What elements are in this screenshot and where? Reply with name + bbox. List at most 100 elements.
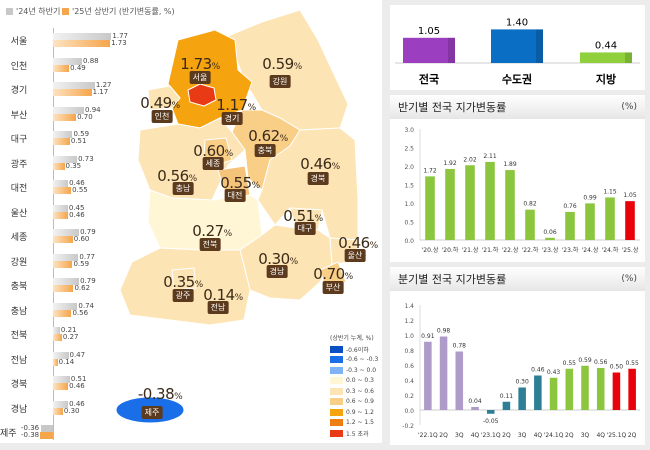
bar-value: 1.40 [506, 17, 528, 28]
map-legend-swatch [330, 398, 343, 406]
region-bar-value: 0.45 [68, 203, 85, 212]
bar-9 [565, 368, 574, 410]
map-legend-item: 0.6 ~ 0.9 [330, 397, 378, 408]
map-value: 0.60% [193, 142, 233, 160]
map-value: -0.38% [138, 385, 183, 403]
region-bar-h2_24 [53, 376, 70, 383]
map-value-number: 0.35 [163, 273, 195, 291]
x-tick-label: '25.상 [622, 246, 639, 254]
region-bar-value: 1.27 [95, 81, 112, 89]
x-tick-label: '21.상 [462, 246, 479, 254]
region-bar-value: 0.74 [78, 301, 94, 310]
bar-9 [605, 197, 615, 240]
map-legend-label: 1.5 초과 [346, 430, 369, 438]
bar-3 [471, 407, 479, 410]
bar-value-label: 0.46 [531, 367, 545, 374]
map-region-tag: 광주 [172, 289, 194, 302]
bar-12 [612, 372, 621, 410]
chart-unit: (%) [621, 102, 637, 112]
region-bar-h2_24 [53, 302, 78, 310]
map-value-unit: % [223, 229, 233, 239]
map-region-tag: 강원 [269, 75, 291, 88]
region-bar-h2_24 [53, 351, 69, 359]
bar-shade-2 [625, 52, 632, 63]
half-year-chart-panel: 반기별 전국 지가변동률 (%) 0.0 0.5 1.0 1.5 2.0 2.5 3.0 1.7… [390, 95, 645, 262]
region-bar-value: 0.46 [69, 210, 85, 219]
quarter-chart-panel: 분기별 전국 지가변동률 (%) -0.2 0.0 0.2 0.4 0.6 0.8 1.0 1.… [390, 267, 645, 445]
region-label: 강원 [10, 257, 28, 268]
region-bar-h2_24 [41, 425, 53, 432]
half-year-bar-chart: 0.0 0.5 1.0 1.5 2.0 2.5 3.0 1.72 '20.상 1.92 '20.하 2… [404, 127, 640, 254]
region-bar-value: 0.56 [72, 308, 89, 317]
bar-value: 0.44 [595, 40, 617, 51]
bar-6 [518, 387, 526, 410]
region-bar-value: 0.46 [69, 382, 85, 390]
x-tick-label: '22.1Q [418, 432, 438, 439]
bar-7 [565, 211, 575, 240]
map-value-unit: % [331, 162, 341, 172]
map-value: 0.35% [163, 273, 203, 291]
x-tick-label: '23.상 [542, 246, 559, 254]
bar-value-label: 0.59 [578, 357, 592, 364]
summary-chart-panel: 1.05 전국 1.40 수도권 0.44 지방 [390, 5, 645, 90]
bar-value-label: 0.11 [500, 393, 514, 400]
region-bar-value: 0.60 [73, 235, 90, 243]
x-tick-label: '20.상 [422, 246, 439, 254]
bar-value-label: 0.55 [563, 360, 577, 367]
y-tick-label: 0.2 [404, 393, 414, 400]
region-bar-value: 1.17 [92, 88, 109, 96]
region-bar-h1_25 [53, 309, 72, 317]
map-value-unit: % [171, 101, 181, 111]
region-bar-h1_25 [53, 64, 70, 72]
map-value: 0.62% [248, 127, 288, 145]
map-value: 0.30% [258, 250, 299, 268]
bar-4 [486, 410, 495, 414]
region-bar-value: 0.94 [85, 105, 101, 114]
y-tick-label: 1.0 [404, 333, 414, 340]
map-value: 0.14% [203, 286, 244, 304]
chart-title: 반기별 전국 지가변동률 [398, 101, 507, 114]
region-bar-value: 0.30 [63, 406, 80, 415]
map-legend-swatch [330, 345, 343, 353]
bar-8 [549, 377, 558, 410]
x-tick-label: '21.하 [482, 246, 499, 254]
bar-1 [445, 168, 455, 240]
map-value-unit: % [251, 181, 261, 191]
region-label: 인천 [10, 61, 28, 72]
map-value-unit: % [211, 62, 221, 72]
x-tick-label: '20.하 [442, 246, 459, 254]
map-value-unit: % [234, 293, 244, 303]
y-tick-label: 0.6 [404, 363, 414, 370]
map-legend-title: (상반기 누계, %) [330, 335, 374, 342]
category-label: 수도권 [502, 73, 532, 86]
region-bar-h1_25 [53, 260, 73, 268]
x-tick-label: '24.상 [582, 246, 599, 254]
region-bar-h1_25 [53, 236, 73, 243]
bar-value: 1.05 [418, 26, 440, 37]
region-label: 서울 [10, 37, 28, 47]
map-region-tag: 서울 [189, 71, 211, 84]
map-value-unit: % [188, 174, 198, 184]
map-value: 0.46% [338, 234, 378, 252]
map-legend-item: -0.6이하 [330, 344, 378, 355]
map-value-number: 0.56 [157, 167, 189, 185]
region-bar-h1_25 [53, 211, 69, 219]
map-value-number: 0.51 [283, 207, 315, 225]
region-label: 부산 [10, 110, 28, 121]
region-bar-h1_25 [53, 383, 69, 390]
map-legend-label: 0.6 ~ 0.9 [346, 398, 374, 406]
bar-7 [534, 375, 542, 410]
map-legend-label: 0.0 ~ 0.3 [346, 377, 374, 385]
bar-value-label: 0.82 [523, 201, 537, 208]
region-label: 대구 [10, 135, 28, 145]
map-legend-label: 0.9 ~ 1.2 [346, 408, 374, 416]
y-tick-label: -0.2 [402, 423, 414, 430]
bar-1 [491, 29, 543, 63]
x-tick-label: '22.하 [522, 246, 539, 254]
region-bar-value: 0.49 [70, 63, 86, 72]
y-tick-label: 0.5 [404, 220, 414, 227]
bar-5 [525, 209, 535, 240]
map-value: 0.46% [300, 155, 341, 173]
region-bar-h2_24 [53, 57, 83, 65]
map-value-unit: % [289, 257, 299, 267]
